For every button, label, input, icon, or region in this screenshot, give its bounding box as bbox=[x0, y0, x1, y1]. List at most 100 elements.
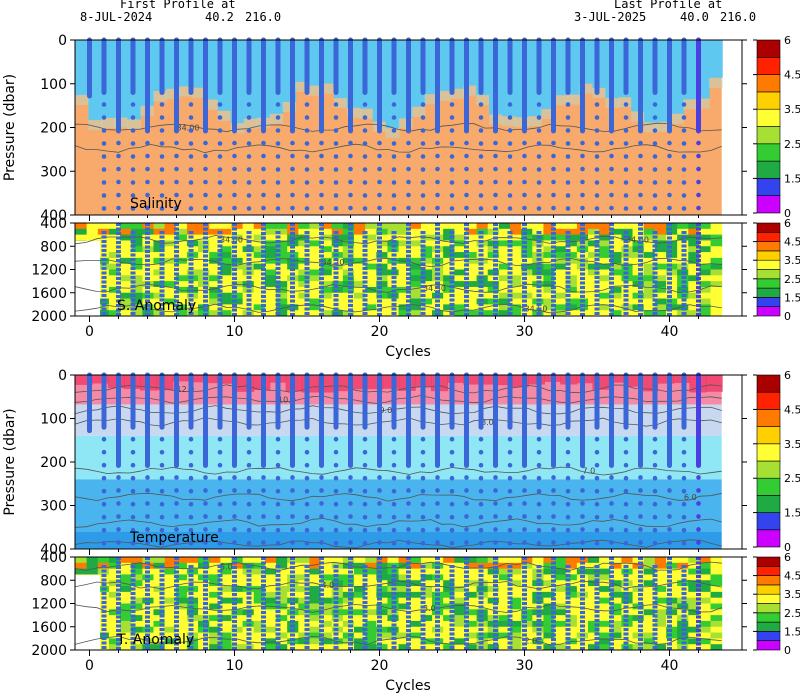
salinity-halocline-cell bbox=[385, 128, 400, 139]
profile-sample-dot bbox=[130, 475, 136, 481]
anomaly-cell bbox=[476, 223, 489, 230]
profile-sample-dot bbox=[594, 206, 600, 211]
colorbar-swatch bbox=[756, 374, 781, 393]
profile-sample-dot bbox=[609, 475, 614, 480]
profile-sample-dot bbox=[348, 153, 353, 159]
anomaly-cell bbox=[476, 574, 489, 581]
anomaly-cell bbox=[120, 591, 132, 599]
profile-sample-dot bbox=[507, 475, 513, 481]
anomaly-cell bbox=[342, 562, 355, 570]
anomaly-cell bbox=[320, 609, 333, 616]
profile-sample-dot bbox=[333, 167, 339, 172]
anomaly-cell bbox=[309, 638, 322, 645]
anomaly-cell bbox=[220, 603, 232, 610]
profile-sample-dot bbox=[130, 501, 136, 507]
profile-sample-dot bbox=[493, 153, 498, 159]
anomaly-cell bbox=[298, 620, 310, 628]
anomaly-cell bbox=[365, 609, 377, 616]
anomaly-cell bbox=[309, 603, 322, 610]
anomaly-cell bbox=[209, 281, 221, 288]
anomaly-cell bbox=[298, 615, 310, 622]
anomaly-cell bbox=[565, 269, 578, 276]
anomaly-cell bbox=[120, 586, 132, 593]
profile-sample-dot bbox=[623, 206, 629, 211]
anomaly-cell bbox=[409, 591, 422, 599]
profile-sample-dot bbox=[420, 449, 426, 455]
profile-sample-dot bbox=[174, 540, 179, 545]
anomaly-cell bbox=[398, 281, 411, 288]
anomaly-cell bbox=[75, 234, 88, 241]
contour-line bbox=[75, 257, 722, 267]
anomaly-cell bbox=[264, 626, 277, 634]
salinity-halocline-cell bbox=[695, 98, 710, 109]
anomaly-cell bbox=[108, 298, 121, 305]
anomaly-cell bbox=[565, 281, 578, 288]
anomaly-cell bbox=[365, 615, 377, 622]
profile-sample-dot bbox=[507, 102, 513, 107]
anomaly-cell bbox=[108, 275, 121, 282]
anomaly-cell bbox=[610, 240, 622, 247]
anomaly-cell bbox=[532, 240, 544, 247]
anomaly-cell bbox=[565, 234, 578, 241]
anomaly-cell bbox=[209, 609, 221, 616]
salinity-halocline-cell bbox=[527, 116, 542, 127]
anomaly-cell bbox=[376, 257, 388, 265]
profile-sample-dot bbox=[493, 179, 498, 185]
anomaly-cell bbox=[654, 286, 667, 294]
anomaly-cell bbox=[153, 638, 166, 645]
anomaly-cell bbox=[376, 580, 388, 587]
anomaly-cell bbox=[309, 286, 322, 294]
anomaly-cell bbox=[376, 275, 388, 282]
sal-field bbox=[75, 40, 723, 215]
anomaly-cell bbox=[510, 286, 522, 294]
profile-sample-dot bbox=[290, 205, 295, 211]
profile-sample-dot bbox=[246, 102, 252, 107]
anomaly-cell bbox=[253, 263, 266, 270]
profile-sample-dot bbox=[188, 102, 194, 107]
anomaly-cell bbox=[576, 557, 589, 564]
profile-sample-dot bbox=[580, 205, 585, 211]
anomaly-cell bbox=[376, 246, 388, 253]
anomaly-cell bbox=[253, 609, 266, 616]
anomaly-cell bbox=[220, 275, 232, 282]
profile-sample-dot bbox=[420, 462, 426, 468]
anomaly-cell bbox=[287, 263, 299, 270]
anomaly-cell bbox=[320, 603, 333, 610]
profile-sample-dot bbox=[580, 179, 585, 185]
profile-sample-dot bbox=[536, 102, 542, 107]
contour-line bbox=[75, 539, 722, 549]
profile-sample-dot bbox=[232, 153, 237, 159]
salinity-halocline-cell bbox=[657, 121, 672, 132]
anomaly-cell bbox=[220, 568, 232, 575]
profile-sample-dot bbox=[565, 193, 571, 198]
anomaly-cell bbox=[498, 632, 511, 639]
anomaly-cell bbox=[554, 304, 567, 311]
anomaly-cell bbox=[476, 557, 489, 564]
anomaly-cell bbox=[108, 615, 121, 622]
anomaly-cell bbox=[454, 638, 466, 645]
anomaly-cell bbox=[309, 609, 322, 616]
profile-sample-dot bbox=[333, 449, 339, 455]
profile-sample-dot bbox=[290, 153, 295, 159]
profile-sample-dot bbox=[464, 140, 469, 146]
profile-sample-dot bbox=[246, 475, 252, 481]
profile-sample-dot bbox=[580, 475, 585, 480]
anomaly-cell bbox=[643, 632, 656, 639]
profile-sample-dot bbox=[304, 167, 310, 172]
anomaly-cell bbox=[532, 223, 544, 230]
profile-sample-dot bbox=[493, 488, 498, 493]
profile-sample-dot bbox=[536, 128, 542, 133]
profile-sample-dot bbox=[261, 192, 266, 198]
profile-sample-dot bbox=[348, 140, 353, 146]
anomaly-cell bbox=[298, 562, 310, 570]
colorbar-tick-label: 4.5 bbox=[784, 403, 800, 416]
anomaly-cell bbox=[131, 603, 143, 610]
profile-sample-dot bbox=[580, 527, 585, 532]
salinity-halocline-cell bbox=[359, 108, 374, 119]
anomaly-cell bbox=[298, 574, 310, 581]
profile-sample-dot bbox=[609, 514, 614, 519]
ta-title: T. Anomaly bbox=[116, 632, 194, 648]
profile-sample-dot bbox=[551, 540, 556, 545]
anomaly-cell bbox=[588, 557, 600, 564]
profile-sample-dot bbox=[449, 128, 455, 133]
